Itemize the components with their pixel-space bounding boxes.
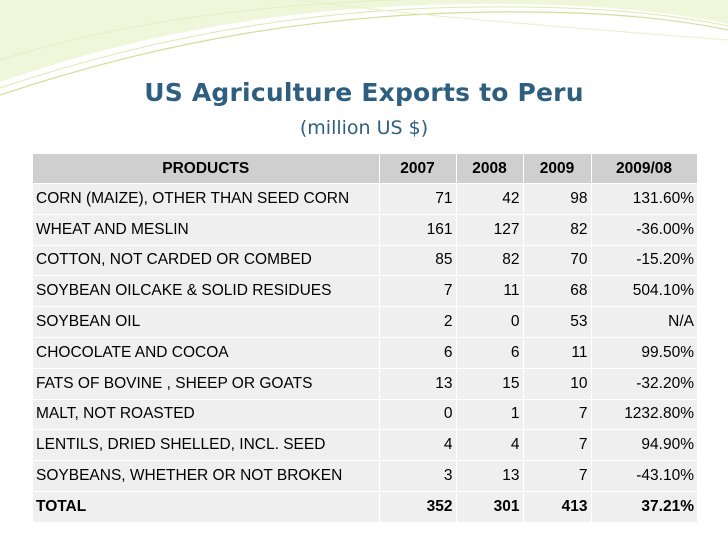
value-2009: 82 (522, 213, 591, 246)
product-cell: SOYBEANS, WHETHER OR NOT BROKEN (33, 460, 379, 492)
total-label: TOTAL (33, 490, 379, 522)
value-2007: 85 (378, 244, 456, 276)
value-2009: 68 (522, 275, 591, 307)
value-2008: 4 (455, 429, 523, 461)
value-change: -43.10% (590, 460, 697, 492)
value-change: 99.50% (590, 336, 697, 369)
value-2007: 161 (378, 213, 456, 246)
table-row: COTTON, NOT CARDED OR COMBED 85 82 70 -1… (33, 244, 697, 276)
table-total-row: TOTAL 352 301 413 37.21% (33, 490, 697, 522)
product-cell: SOYBEAN OIL (33, 306, 379, 338)
exports-table: PRODUCTS 2007 2008 2009 2009/08 CORN (MA… (33, 154, 698, 522)
value-2007: 71 (378, 183, 456, 215)
value-change: 94.90% (590, 429, 697, 461)
value-2007: 4 (378, 429, 456, 461)
value-change: N/A (590, 306, 697, 338)
total-2009: 413 (522, 490, 591, 522)
product-cell: MALT, NOT ROASTED (33, 398, 379, 430)
value-change: -32.20% (590, 367, 697, 400)
value-2009: 70 (522, 244, 591, 276)
product-cell: COTTON, NOT CARDED OR COMBED (33, 244, 379, 276)
value-change: 504.10% (590, 275, 697, 307)
product-cell: LENTILS, DRIED SHELLED, INCL. SEED (33, 429, 379, 461)
product-cell: CHOCOLATE AND COCOA (33, 336, 379, 369)
value-2008: 127 (455, 213, 523, 246)
value-2009: 7 (522, 460, 591, 492)
value-2009: 53 (522, 306, 591, 338)
value-2007: 7 (378, 275, 456, 307)
value-2008: 15 (455, 367, 523, 400)
table-row: SOYBEAN OIL 2 0 53 N/A (33, 306, 697, 338)
table-header-row: PRODUCTS 2007 2008 2009 2009/08 (33, 154, 698, 184)
value-2007: 2 (378, 306, 456, 338)
value-change: -36.00% (590, 213, 697, 246)
value-2008: 13 (455, 460, 523, 492)
value-change: -15.20% (590, 244, 697, 276)
product-cell: WHEAT AND MESLIN (33, 213, 379, 246)
slide-subtitle: (million US $) (299, 117, 429, 139)
value-2009: 10 (522, 367, 591, 400)
product-cell: SOYBEAN OILCAKE & SOLID RESIDUES (33, 275, 379, 307)
background-swoosh-decoration (0, 0, 728, 96)
value-2007: 6 (378, 336, 456, 369)
value-change: 1232.80% (590, 398, 697, 430)
product-cell: CORN (MAIZE), OTHER THAN SEED CORN (33, 183, 379, 215)
value-2009: 11 (522, 336, 591, 369)
table-row: WHEAT AND MESLIN 161 127 82 -36.00% (33, 213, 697, 246)
value-2009: 98 (522, 183, 591, 215)
total-change: 37.21% (590, 490, 697, 522)
table-row: CHOCOLATE AND COCOA 6 6 11 99.50% (33, 336, 697, 369)
value-2008: 6 (455, 336, 523, 369)
table-row: LENTILS, DRIED SHELLED, INCL. SEED 4 4 7… (33, 429, 697, 461)
value-2008: 1 (455, 398, 523, 430)
total-2008: 301 (455, 490, 523, 522)
slide-title: US Agriculture Exports to Peru (144, 78, 584, 107)
value-2008: 0 (455, 306, 523, 338)
total-2007: 352 (378, 490, 456, 522)
value-2007: 0 (378, 398, 456, 430)
value-2008: 42 (455, 183, 523, 215)
product-cell: FATS OF BOVINE , SHEEP OR GOATS (33, 367, 379, 400)
header-products: PRODUCTS (33, 154, 380, 184)
header-2008: 2008 (456, 154, 524, 184)
value-2007: 13 (378, 367, 456, 400)
header-2007: 2007 (379, 154, 457, 184)
header-change: 2009/08 (591, 154, 698, 184)
value-2009: 7 (522, 398, 591, 430)
table-row: CORN (MAIZE), OTHER THAN SEED CORN 71 42… (33, 183, 697, 215)
table-row: SOYBEANS, WHETHER OR NOT BROKEN 3 13 7 -… (33, 460, 697, 492)
value-change: 131.60% (590, 183, 697, 215)
table-row: MALT, NOT ROASTED 0 1 7 1232.80% (33, 398, 697, 430)
value-2008: 11 (455, 275, 523, 307)
table-row: SOYBEAN OILCAKE & SOLID RESIDUES 7 11 68… (33, 275, 697, 307)
value-2009: 7 (522, 429, 591, 461)
value-2008: 82 (455, 244, 523, 276)
table-row: FATS OF BOVINE , SHEEP OR GOATS 13 15 10… (33, 367, 697, 400)
header-2009: 2009 (523, 154, 592, 184)
value-2007: 3 (378, 460, 456, 492)
